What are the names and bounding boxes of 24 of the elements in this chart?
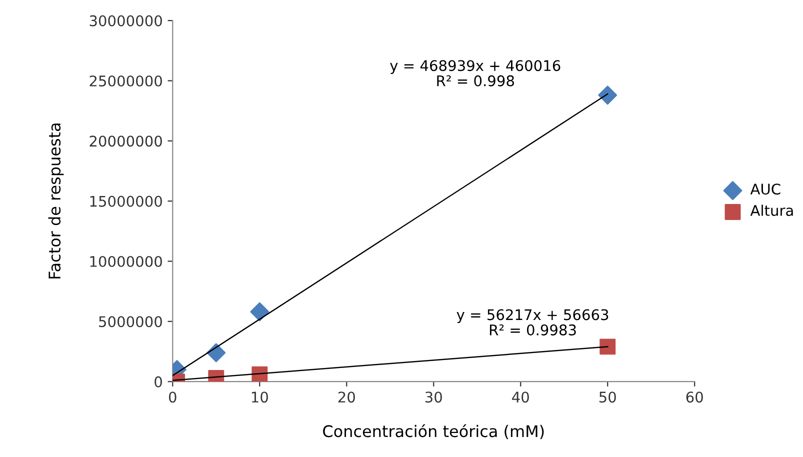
x-tick-label: 40: [512, 392, 529, 403]
y-tick-label: 20000000: [90, 136, 162, 147]
legend-label: AUC: [750, 184, 780, 195]
point: [600, 338, 616, 355]
y-tick-label: 0: [154, 376, 162, 388]
annotation: y = 56217x + 56663 R² = 0.9983: [456, 309, 608, 336]
annotation: y = 468939x + 460016 R² = 0.998: [390, 60, 560, 86]
y-tick-label: 30000000: [90, 15, 162, 26]
y-tick-label: 15000000: [90, 196, 162, 207]
x-tick-label: 50: [599, 392, 616, 403]
legend-label: Altura: [750, 204, 793, 216]
y-tick-label: 10000000: [90, 256, 162, 267]
x-tick-label: 10: [252, 392, 268, 403]
point: [598, 86, 618, 105]
x-tick-label: 20: [338, 392, 355, 403]
y-tick-label: 25000000: [90, 75, 162, 86]
y-tick-label: 5000000: [99, 316, 162, 328]
x-axis-title: Concentración teórica (mM): [323, 424, 544, 440]
point: [252, 366, 268, 382]
point: [250, 302, 270, 322]
x-tick-label: 0: [168, 392, 176, 403]
x-tick-label: 60: [686, 392, 703, 403]
y-axis-title: Factor de respuesta: [48, 124, 64, 278]
x-tick-label: 30: [425, 392, 442, 403]
